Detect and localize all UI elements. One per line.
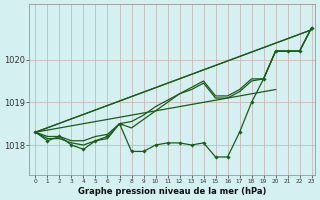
X-axis label: Graphe pression niveau de la mer (hPa): Graphe pression niveau de la mer (hPa): [78, 187, 267, 196]
